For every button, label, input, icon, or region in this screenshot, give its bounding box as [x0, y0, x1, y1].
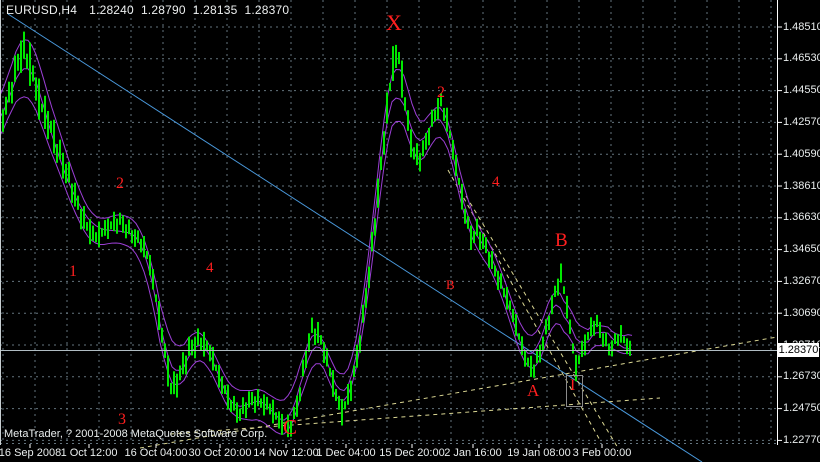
- time-scale-label: 1 Dec 04:00: [316, 447, 376, 459]
- price-scale-label: 1.40590: [783, 147, 820, 160]
- price-scale-label: 1.30690: [783, 306, 820, 319]
- price-scale-label: 1.36630: [783, 211, 820, 224]
- price-scale-label: 1.24750: [783, 402, 820, 415]
- quote-close: 1.28370: [244, 3, 290, 17]
- quote-high: 1.28790: [140, 3, 186, 17]
- wave-label-a: A: [527, 381, 540, 400]
- price-scale-label: 1.32670: [783, 274, 820, 287]
- chart-quote-overlay: EURUSD,H4 1.28240 1.28790 1.28135 1.28370: [6, 3, 296, 17]
- copyright-text: MetaTrader, ? 2001-2008 MetaQuotes Softw…: [4, 428, 268, 440]
- time-scale-label: 16 Sep 2008: [0, 447, 62, 459]
- wave-label-i: I: [570, 377, 576, 394]
- time-scale-label: 2 Jan 16:00: [444, 447, 502, 459]
- price-scale-label: 1.34650: [783, 243, 820, 256]
- wave-label-x: X: [386, 10, 402, 35]
- time-scale-label: 30 Oct 20:00: [188, 447, 252, 459]
- wave-label-c: C: [283, 415, 298, 439]
- wave-label-4: 4: [206, 260, 214, 276]
- wave-label-1: 1: [69, 263, 77, 280]
- price-scale-label: 1.22770: [783, 433, 820, 446]
- wave-label-2: 2: [437, 84, 445, 101]
- wave-label-4: 4: [492, 174, 500, 190]
- wave-label-2: 2: [116, 175, 124, 192]
- time-scale-label: 14 Nov 12:00: [253, 447, 319, 459]
- wave-label-3: 3: [118, 411, 126, 428]
- price-scale-label: 1.42570: [783, 115, 820, 128]
- price-scale-label: 1.38610: [783, 179, 820, 192]
- price-scale-label: 1.48510: [783, 20, 820, 33]
- price-scale-label: 1.44550: [783, 84, 820, 97]
- time-scale-label: 15 Dec 20:00: [379, 447, 445, 459]
- selection-box[interactable]: [566, 375, 583, 407]
- price-scale-label: 1.46530: [783, 52, 820, 65]
- wave-label-b: B: [446, 277, 455, 292]
- time-scale-label: 16 Oct 04:00: [124, 447, 188, 459]
- current-price-box: 1.28370: [778, 343, 819, 357]
- quote-open: 1.28240: [89, 3, 134, 17]
- time-scale-label: 3 Feb 00:00: [572, 447, 632, 459]
- current-price-value: 1.28370: [778, 344, 819, 356]
- quote-low: 1.28135: [192, 3, 238, 17]
- time-scale-label: 19 Jan 08:00: [507, 447, 571, 459]
- wave-label-b: B: [555, 230, 568, 251]
- time-scale-label: 1 Oct 12:00: [60, 447, 118, 459]
- price-scale-label: 1.26730: [783, 370, 820, 383]
- symbol-period-label: EURUSD,H4: [6, 3, 78, 17]
